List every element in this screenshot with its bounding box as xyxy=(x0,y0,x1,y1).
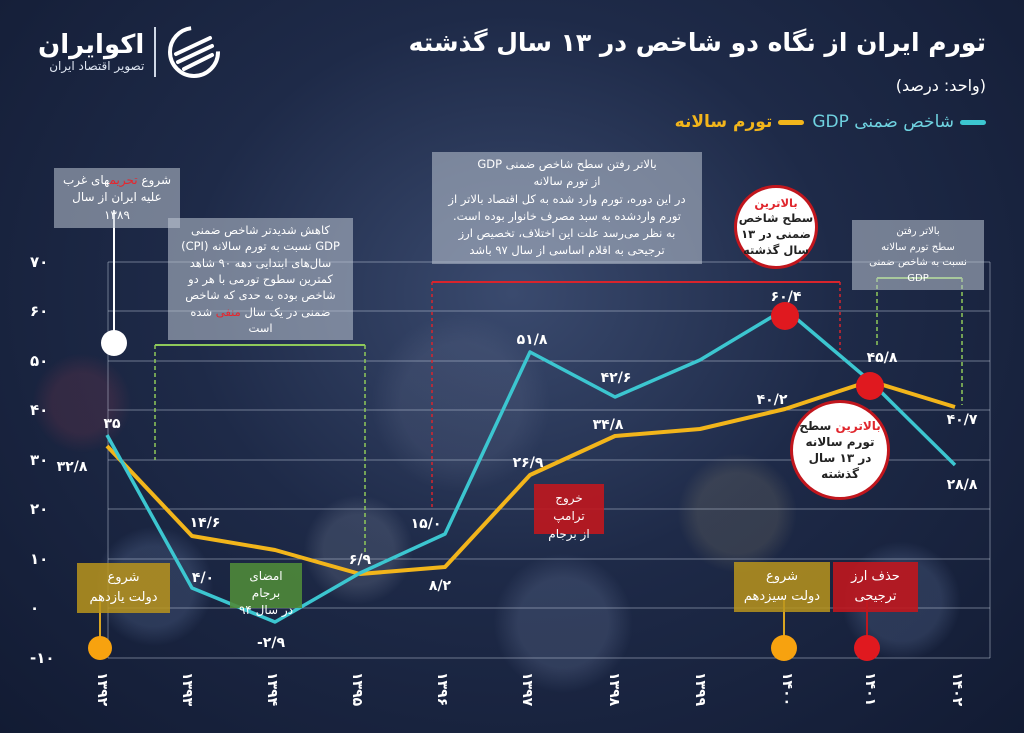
label-cpi-1395: ۶/۹ xyxy=(348,552,372,568)
legend-swatch-gdp xyxy=(960,119,986,125)
logo-name: اکوایران xyxy=(38,29,145,60)
label-gdp-1400: ۶۰/۴ xyxy=(770,289,802,305)
gov13-dot xyxy=(771,635,797,661)
tag-gov11: شروع دولت یازدهم xyxy=(77,563,170,613)
x-tick: ۱۳۹۴ xyxy=(264,672,280,707)
label-cpi-1400: ۴۰/۲ xyxy=(756,392,788,408)
x-tick: ۱۳۹۲ xyxy=(94,672,110,707)
chart-title: تورم ایران از نگاه دو شاخص در ۱۳ سال گذش… xyxy=(408,28,986,57)
legend-label-cpi: تورم سالانه xyxy=(674,112,773,132)
x-tick: ۱۴۰۱ xyxy=(862,672,878,707)
legend-item-cpi: تورم سالانه xyxy=(675,112,805,132)
note-sanctions: شروع تحریمهای غرب علیه ایران از سال ۱۳۸۹ xyxy=(54,168,180,229)
note-early90s: کاهش شدیدتر شاخص ضمنی GDP نسبت به تورم س… xyxy=(168,218,353,341)
x-tick: ۱۴۰۰ xyxy=(779,672,795,707)
x-tick: ۱۳۹۳ xyxy=(179,672,195,707)
label-cpi-1397: ۲۶/۹ xyxy=(512,455,544,471)
label-gdp-1402: ۲۸/۸ xyxy=(946,477,978,493)
label-cpi-1401: ۴۵/۸ xyxy=(866,350,898,366)
y-tick: ۰ xyxy=(30,599,40,617)
label-gdp-1398: ۴۲/۶ xyxy=(600,370,632,386)
label-gdp-1392: ۳۵ xyxy=(103,416,121,432)
label-cpi-1396: ۸/۲ xyxy=(428,578,452,594)
label-cpi-1398: ۳۴/۸ xyxy=(592,417,624,433)
label-cpi-1402: ۴۰/۷ xyxy=(946,412,978,428)
y-tick: -۱۰ xyxy=(30,649,55,667)
tag-gov13: شروع دولت سیزدهم xyxy=(734,562,830,612)
label-gdp-1393: ۴/۰ xyxy=(191,570,215,586)
x-tick: ۱۳۹۷ xyxy=(519,672,535,707)
series-cpi-line xyxy=(105,379,956,576)
bracket-gdp-above xyxy=(431,281,841,510)
x-tick: ۱۳۹۵ xyxy=(349,672,365,707)
x-tick: ۱۳۹۹ xyxy=(692,672,708,707)
y-tick: ۱۰ xyxy=(30,550,49,568)
label-cpi-1392: ۳۲/۸ xyxy=(56,459,88,475)
legend-item-gdp: شاخص ضمنی GDP xyxy=(812,112,986,132)
x-tick: ۱۳۹۶ xyxy=(434,672,450,707)
logo-swirl-icon xyxy=(168,26,221,78)
tag-trump: خروج ترامپ از برجام xyxy=(534,484,604,541)
y-tick: ۵۰ xyxy=(30,352,49,370)
tag-jcpoa: امضای برجام در سال ۹۴ xyxy=(230,563,302,617)
note-peak-cpi: بالاترین سطح تورم سالانه در ۱۳ سال گذشته xyxy=(790,400,890,500)
x-tick: ۱۴۰۲ xyxy=(949,672,965,707)
logo-subtitle: تصویر اقتصاد ایران xyxy=(49,59,145,74)
label-gdp-1397: ۵۱/۸ xyxy=(516,332,548,348)
y-tick: ۲۰ xyxy=(30,500,49,518)
label-gdp-1396: ۱۵/۰ xyxy=(410,516,442,532)
label-cpi-1393: ۱۴/۶ xyxy=(189,515,221,531)
chart-unit: (واحد: درصد) xyxy=(895,76,986,95)
note-gdp-above: بالاتر رفتن سطح شاخص ضمنی GDP از تورم سا… xyxy=(432,152,702,264)
note-cpi-above: بالاتر رفتن سطح تورم سالانه نسبت به شاخص… xyxy=(852,220,984,290)
legend: شاخص ضمنی GDP تورم سالانه xyxy=(675,112,986,132)
y-tick: ۴۰ xyxy=(30,401,49,419)
series-gdp-line xyxy=(105,307,957,624)
logo: اکوایران تصویر اقتصاد ایران xyxy=(38,24,222,80)
peak-gdp-dot xyxy=(771,302,799,330)
tag-subsidy: حذف ارز ترجیحی xyxy=(833,562,918,612)
logo-divider xyxy=(154,27,157,77)
y-tick: ۷۰ xyxy=(30,253,49,271)
note-peak-gdp: بالاترین سطح شاخص ضمنی در ۱۳ سال گذشته xyxy=(734,185,818,269)
y-tick: ۶۰ xyxy=(30,302,49,320)
header: اکوایران تصویر اقتصاد ایران تورم ایران ا… xyxy=(0,0,1024,140)
x-tick: ۱۳۹۸ xyxy=(606,672,622,707)
label-gdp-1394: -۲/۹ xyxy=(256,635,286,651)
y-tick: ۳۰ xyxy=(30,451,49,469)
sanctions-pin-dot xyxy=(101,330,127,356)
legend-swatch-cpi xyxy=(778,119,805,125)
bracket-early90s xyxy=(154,344,366,560)
subsidy-dot xyxy=(854,635,880,661)
gov11-dot xyxy=(88,636,112,660)
peak-cpi-dot xyxy=(856,372,884,400)
legend-label-gdp: شاخص ضمنی GDP xyxy=(812,112,954,132)
